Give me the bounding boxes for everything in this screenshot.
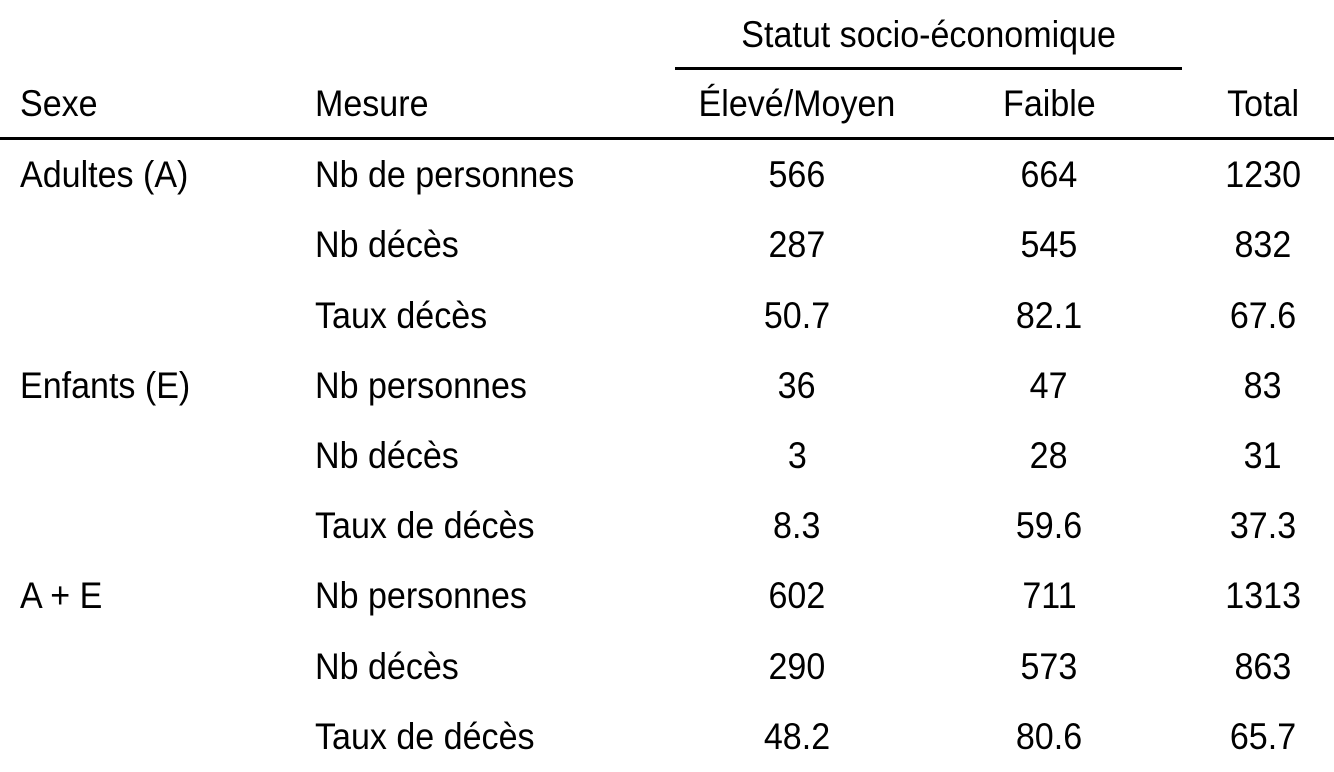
cell-eleve-moyen: 50.7 — [763, 294, 831, 336]
cell-eleve-moyen: 602 — [768, 575, 826, 617]
spanner-header-row: Statut socio-économique — [0, 0, 1334, 70]
table-row: Nb décès 287 545 832 — [0, 210, 1334, 280]
table-row: Taux décès 50.7 82.1 67.6 — [0, 280, 1334, 350]
cell-sexe — [0, 716, 295, 758]
column-header-total: Total — [1227, 82, 1299, 124]
cell-mesure: Nb personnes — [315, 575, 527, 617]
cell-total: 67.6 — [1229, 294, 1297, 336]
cell-total: 37.3 — [1229, 505, 1297, 547]
cell-faible: 82.1 — [1015, 294, 1083, 336]
table-row: A + E Nb personnes 602 711 1313 — [0, 561, 1334, 631]
cell-faible: 573 — [1020, 645, 1078, 687]
table-row: Taux de décès 48.2 80.6 65.7 — [0, 702, 1334, 772]
table-row: Taux de décès 8.3 59.6 37.3 — [0, 491, 1334, 561]
cell-faible: 28 — [1030, 434, 1068, 476]
table-row: Nb décès 3 28 31 — [0, 421, 1334, 491]
column-header-eleve-moyen: Élevé/Moyen — [698, 82, 896, 124]
cell-faible: 47 — [1030, 364, 1068, 406]
cell-total: 1230 — [1225, 154, 1301, 196]
cell-sexe — [0, 646, 295, 688]
cell-total: 31 — [1244, 434, 1282, 476]
cell-faible: 80.6 — [1015, 715, 1083, 757]
column-header-row: Sexe Mesure Élevé/Moyen Faible Total — [0, 70, 1334, 140]
spanner-header-cell: Statut socio-économique — [645, 0, 1182, 70]
cell-total: 83 — [1244, 364, 1282, 406]
spanner-header-label: Statut socio-économique — [741, 14, 1116, 55]
cell-eleve-moyen: 36 — [778, 364, 816, 406]
cell-sexe — [0, 505, 295, 547]
column-header-faible: Faible — [1002, 82, 1096, 124]
cell-mesure: Nb décès — [315, 434, 459, 476]
spanner-header-rule: Statut socio-économique — [675, 14, 1182, 70]
column-header-mesure: Mesure — [315, 82, 429, 124]
cell-total: 1313 — [1225, 575, 1301, 617]
cell-mesure: Nb personnes — [315, 364, 527, 406]
cell-faible: 711 — [1021, 575, 1077, 617]
cell-mesure: Taux décès — [315, 294, 488, 336]
cell-faible: 59.6 — [1015, 505, 1083, 547]
cell-sexe — [0, 224, 295, 266]
cell-mesure: Nb décès — [315, 645, 459, 687]
cell-eleve-moyen: 3 — [787, 434, 807, 476]
table-row: Adultes (A) Nb de personnes 566 664 1230 — [0, 140, 1334, 210]
cell-sexe: Adultes (A) — [20, 154, 189, 196]
cell-eleve-moyen: 8.3 — [773, 505, 821, 547]
cell-total: 65.7 — [1229, 715, 1297, 757]
cell-sexe: Enfants (E) — [20, 364, 191, 406]
cell-faible: 545 — [1020, 224, 1078, 266]
table-row: Enfants (E) Nb personnes 36 47 83 — [0, 351, 1334, 421]
table-row: Nb décès 290 573 863 — [0, 632, 1334, 702]
cell-sexe — [0, 435, 295, 477]
cell-mesure: Nb décès — [315, 224, 459, 266]
cell-mesure: Nb de personnes — [315, 154, 575, 196]
cell-eleve-moyen: 48.2 — [763, 715, 831, 757]
cell-faible: 664 — [1020, 154, 1078, 196]
cell-total: 863 — [1234, 645, 1292, 687]
cell-eleve-moyen: 290 — [768, 645, 826, 687]
column-header-sexe: Sexe — [20, 82, 98, 124]
cell-sexe: A + E — [20, 575, 103, 617]
cell-eleve-moyen: 566 — [768, 154, 826, 196]
cell-sexe — [0, 295, 295, 337]
cell-eleve-moyen: 287 — [768, 224, 826, 266]
cell-mesure: Taux de décès — [315, 715, 535, 757]
cell-total: 832 — [1234, 224, 1292, 266]
cell-mesure: Taux de décès — [315, 505, 535, 547]
